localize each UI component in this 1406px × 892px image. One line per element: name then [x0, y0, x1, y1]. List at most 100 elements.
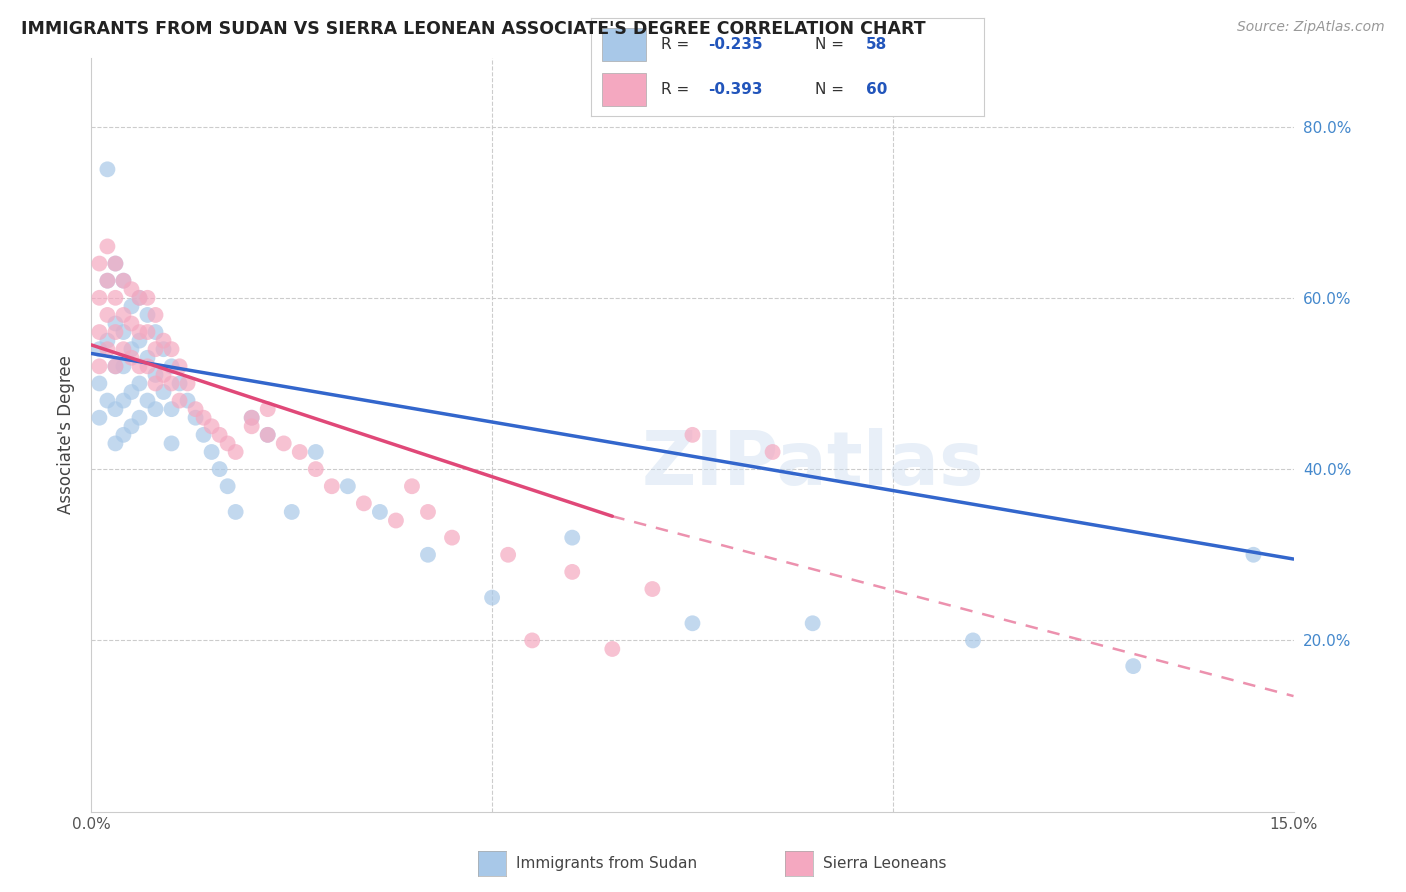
Point	[801, 616, 824, 631]
Point	[288, 445, 311, 459]
Text: -0.235: -0.235	[709, 37, 763, 52]
Point	[1122, 659, 1144, 673]
Point	[136, 351, 159, 365]
Point	[160, 436, 183, 450]
Point	[256, 402, 278, 417]
Point	[96, 162, 118, 177]
Point	[104, 402, 127, 417]
Point	[169, 393, 191, 408]
Point	[112, 325, 135, 339]
Point	[176, 376, 198, 391]
Text: N =: N =	[815, 82, 849, 97]
Point	[281, 505, 304, 519]
Point	[762, 445, 785, 459]
Text: 58: 58	[866, 37, 887, 52]
Point	[385, 514, 408, 528]
Y-axis label: Associate's Degree: Associate's Degree	[58, 355, 76, 515]
Point	[152, 368, 174, 382]
Text: IMMIGRANTS FROM SUDAN VS SIERRA LEONEAN ASSOCIATE'S DEGREE CORRELATION CHART: IMMIGRANTS FROM SUDAN VS SIERRA LEONEAN …	[21, 20, 925, 37]
Point	[273, 436, 295, 450]
Point	[496, 548, 519, 562]
Point	[169, 359, 191, 374]
Point	[121, 342, 143, 356]
Point	[416, 505, 439, 519]
Point	[176, 393, 198, 408]
Point	[401, 479, 423, 493]
Point	[440, 531, 463, 545]
Point	[169, 376, 191, 391]
Point	[225, 505, 247, 519]
Point	[136, 325, 159, 339]
Point	[112, 308, 135, 322]
Point	[89, 256, 111, 270]
Point	[193, 410, 215, 425]
Point	[256, 427, 278, 442]
Text: Source: ZipAtlas.com: Source: ZipAtlas.com	[1237, 20, 1385, 34]
Point	[681, 616, 703, 631]
Point	[368, 505, 391, 519]
Point	[160, 342, 183, 356]
Point	[193, 427, 215, 442]
Point	[136, 359, 159, 374]
Point	[208, 427, 231, 442]
Point	[225, 445, 247, 459]
Point	[89, 376, 111, 391]
Point	[240, 410, 263, 425]
Point	[152, 384, 174, 399]
Point	[152, 342, 174, 356]
Point	[184, 410, 207, 425]
Point	[104, 359, 127, 374]
Point	[104, 291, 127, 305]
Point	[112, 359, 135, 374]
Point	[681, 427, 703, 442]
Point	[89, 359, 111, 374]
Point	[160, 359, 183, 374]
Point	[121, 419, 143, 434]
Point	[96, 274, 118, 288]
Point	[96, 274, 118, 288]
Point	[145, 342, 167, 356]
Point	[121, 282, 143, 296]
Point	[121, 299, 143, 313]
Point	[104, 325, 127, 339]
Point	[96, 334, 118, 348]
Point	[240, 419, 263, 434]
Point	[152, 334, 174, 348]
Point	[89, 291, 111, 305]
Point	[1243, 548, 1265, 562]
Point	[145, 376, 167, 391]
Point	[561, 565, 583, 579]
Point	[89, 410, 111, 425]
Text: Sierra Leoneans: Sierra Leoneans	[823, 856, 946, 871]
Point	[336, 479, 359, 493]
Point	[128, 291, 150, 305]
Point	[641, 582, 664, 596]
Point	[104, 256, 127, 270]
Point	[112, 274, 135, 288]
Point	[184, 402, 207, 417]
Point	[217, 479, 239, 493]
Point	[96, 239, 118, 253]
Point	[128, 376, 150, 391]
Point	[201, 419, 224, 434]
Point	[121, 317, 143, 331]
Point	[128, 325, 150, 339]
Point	[522, 633, 544, 648]
Point	[353, 496, 375, 510]
Point	[145, 325, 167, 339]
Point	[416, 548, 439, 562]
Point	[321, 479, 343, 493]
Point	[104, 317, 127, 331]
Point	[240, 410, 263, 425]
Text: ZIPatlas: ZIPatlas	[641, 428, 984, 501]
Point	[128, 359, 150, 374]
Point	[89, 342, 111, 356]
FancyBboxPatch shape	[602, 28, 645, 61]
Point	[962, 633, 984, 648]
Point	[104, 359, 127, 374]
Point	[145, 368, 167, 382]
Point	[104, 256, 127, 270]
Point	[602, 642, 624, 657]
Text: R =: R =	[661, 82, 695, 97]
Point	[136, 393, 159, 408]
